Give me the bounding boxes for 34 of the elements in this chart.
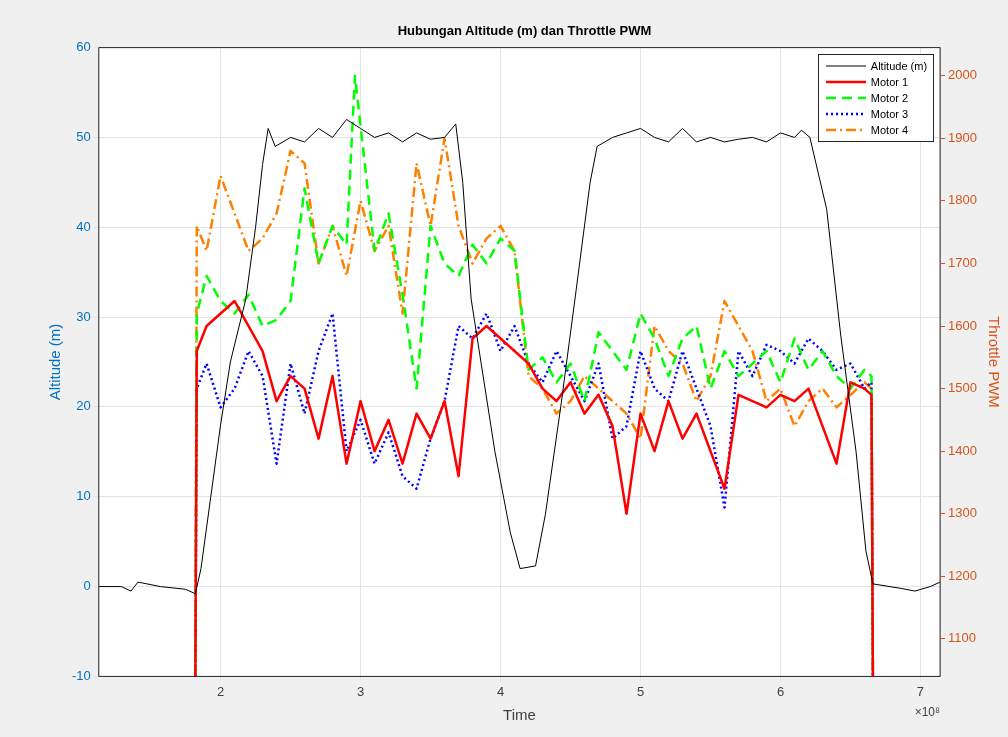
legend-label: Altitude (m) [870,59,928,72]
y2-tick-label: 2000 [948,67,977,83]
text: ×10⁸ [914,704,941,719]
y2-tick-label: 1600 [948,317,977,333]
y2-tick-label: 1400 [948,442,977,458]
y-tick-label: 50 [76,129,91,145]
legend-label: Motor 3 [870,107,909,120]
x-tick-label: 4 [496,683,505,699]
y2-tick-label: 1700 [948,255,977,271]
y-axis-title: Altitude (m) [46,323,64,401]
y-tick-label: 40 [76,218,91,234]
x-tick-label: 2 [216,683,225,699]
y2-tick-label: 1100 [948,630,977,646]
y-tick-label: 0 [83,578,91,594]
y-tick-label: 10 [76,488,91,504]
legend-label: Motor 1 [870,75,909,88]
legend-label: Motor 2 [870,91,909,104]
x-tick-label: 7 [916,683,925,699]
y-tick-label: 20 [76,398,91,414]
x-axis-title: Time [503,706,536,724]
x-tick-label: 5 [636,683,645,699]
chart-title: Hubungan Altitude (m) dan Throttle PWM [397,23,652,39]
x-tick-label: 6 [776,683,785,699]
y-tick-label: -10 [71,667,91,683]
y2-axis-title: Throttle PWM [985,316,1003,408]
y2-tick-label: 1500 [948,380,977,396]
y2-tick-label: 1900 [948,129,977,145]
x-tick-label: 3 [356,683,365,699]
y-tick-label: 30 [76,308,91,324]
y2-tick-label: 1300 [948,505,977,521]
y2-tick-label: 1200 [948,567,977,583]
y-tick-label: 60 [76,39,91,55]
y2-tick-label: 1800 [948,192,977,208]
legend-label: Motor 4 [870,123,909,136]
